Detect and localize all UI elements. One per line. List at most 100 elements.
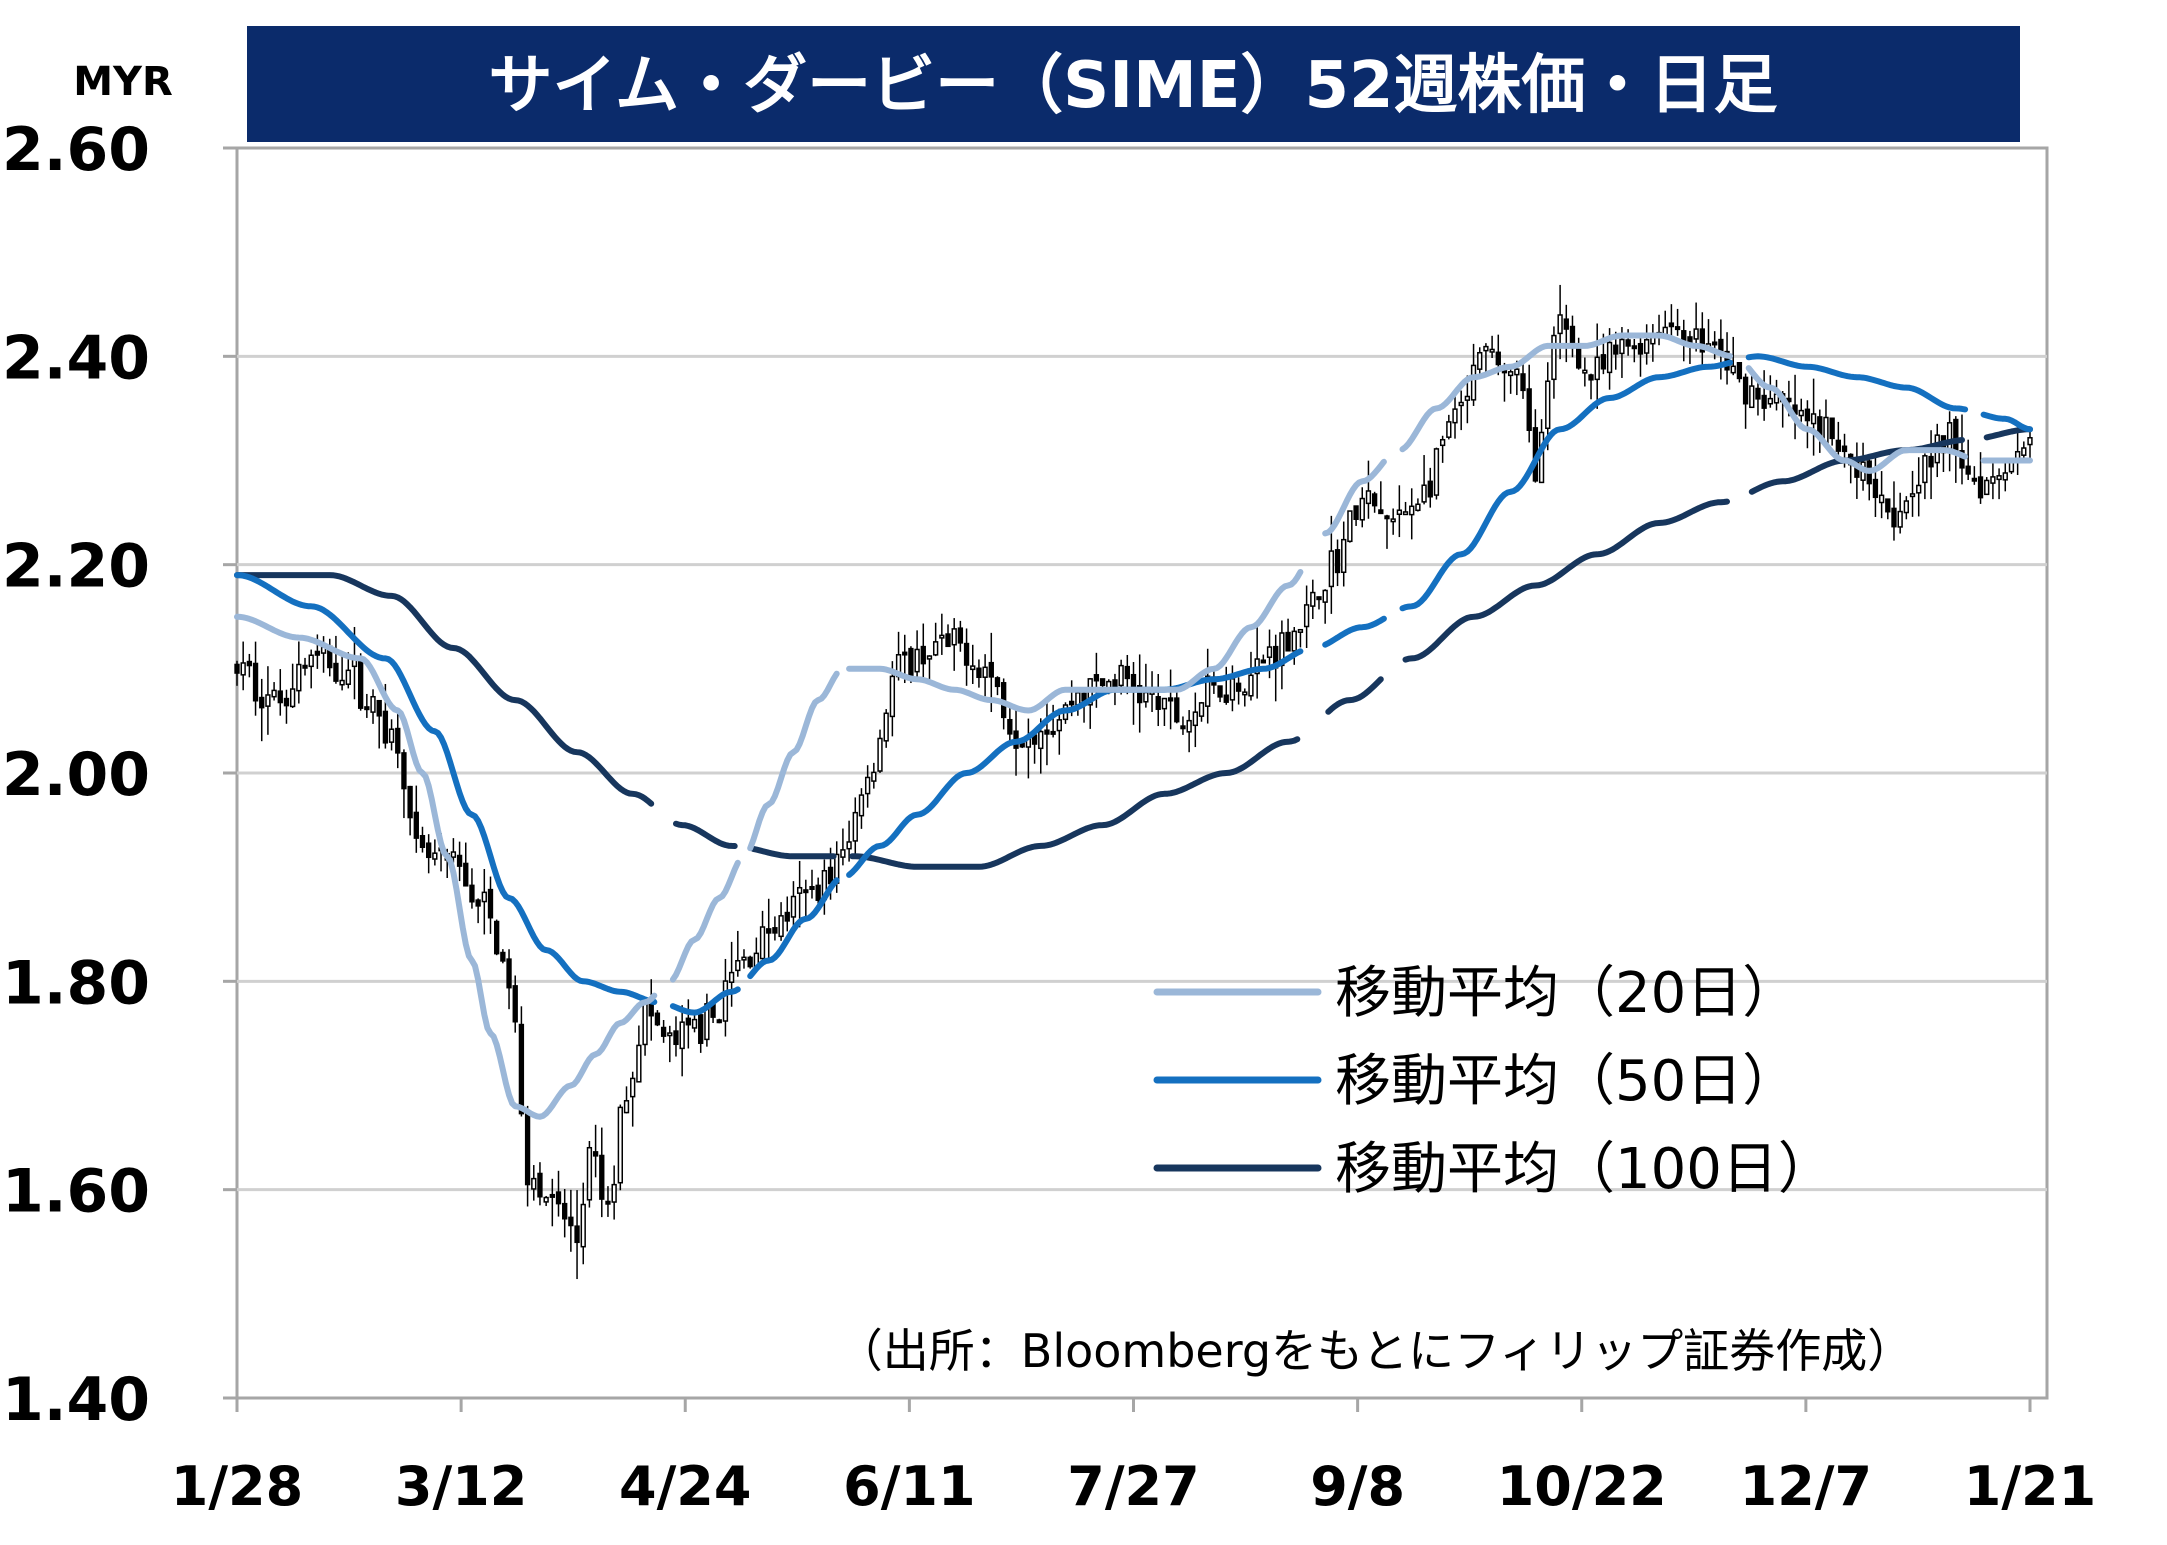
candle-body-down	[1167, 697, 1174, 702]
source-note: （出所：Bloombergをもとにフィリップ証券作成）	[837, 1324, 1913, 1378]
candle-body-down	[1631, 345, 1637, 350]
candle-body-down	[456, 854, 463, 867]
candle-body-up	[1470, 364, 1477, 401]
candle	[858, 788, 865, 829]
candle	[1130, 662, 1137, 725]
candle-body-up	[939, 634, 945, 639]
candle-body-down	[1316, 596, 1322, 601]
candle	[926, 655, 933, 681]
candle	[1736, 362, 1743, 383]
candle	[970, 644, 976, 684]
candle-body-down	[1007, 718, 1013, 735]
candle-body-up	[1229, 678, 1236, 701]
candle	[1965, 439, 1971, 480]
candle-body-up	[1990, 476, 1996, 484]
candle	[1483, 343, 1489, 375]
candle-body-up	[1446, 421, 1452, 438]
candle	[1996, 468, 2002, 500]
candle	[1477, 347, 1483, 379]
candle-body-up	[1557, 314, 1563, 335]
candle-body-up	[1415, 503, 1421, 512]
candle	[1563, 304, 1569, 363]
candle	[747, 955, 753, 969]
candle	[1637, 337, 1644, 377]
candle	[617, 1104, 623, 1191]
candle	[1526, 364, 1532, 443]
candle	[518, 1006, 525, 1117]
candle	[512, 975, 518, 1033]
candle-body-down	[425, 842, 432, 859]
candle	[1205, 648, 1211, 724]
candle	[846, 820, 852, 862]
candle	[2014, 432, 2021, 475]
candle-body-up	[1507, 371, 1514, 377]
candle	[413, 785, 419, 853]
candle	[778, 902, 784, 941]
candle	[728, 941, 735, 1007]
candle-body-down	[1804, 408, 1811, 422]
candle	[1569, 315, 1576, 358]
candle	[2027, 427, 2033, 463]
candle	[698, 1012, 704, 1053]
candle	[524, 1105, 531, 1207]
candle	[500, 949, 506, 964]
candle-body-up	[1619, 338, 1625, 355]
candle	[784, 896, 790, 932]
candle-body-down	[407, 785, 413, 819]
candle	[395, 711, 401, 769]
x-axis-tick-labels: 1/28 3/12 4/24 6/11 7/27 9/8 10/22 12/7 1/21	[171, 1455, 2096, 1518]
candlestick-series	[234, 284, 2033, 1280]
candle	[883, 709, 889, 748]
candle-body-up	[642, 1002, 648, 1046]
candle-body-up	[1297, 628, 1304, 633]
candle-body-up	[611, 1183, 617, 1203]
candle-body-up	[970, 665, 976, 671]
candle-body-up	[840, 849, 846, 858]
candle-body-up	[531, 1177, 537, 1190]
candle	[1137, 654, 1143, 733]
candle	[1823, 399, 1829, 446]
candle	[852, 797, 858, 855]
candle	[1415, 498, 1421, 512]
candle-body-down	[698, 1014, 704, 1044]
candle-body-up	[1767, 397, 1773, 405]
candle-body-down	[1600, 354, 1607, 370]
candle-body-up	[623, 1100, 630, 1114]
candle-body-down	[945, 633, 951, 648]
candle-body-down	[512, 985, 518, 1023]
candle	[419, 826, 426, 853]
x-tick-label: 6/11	[843, 1455, 975, 1518]
candle-body-down	[487, 888, 494, 919]
candle-body-down	[957, 627, 964, 644]
candle	[388, 719, 395, 751]
candle-body-up	[1365, 490, 1372, 505]
legend-label-ma20: 移動平均（20日）	[1335, 961, 1798, 1026]
candle	[1155, 673, 1161, 727]
candle-body-up	[796, 886, 803, 894]
candle-body-up	[1328, 550, 1335, 588]
candle-body-down	[1841, 445, 1848, 453]
candle	[1792, 374, 1798, 440]
candle-body-up	[1909, 493, 1916, 498]
candle-body-up	[1582, 369, 1588, 374]
y-axis-tick-labels: 2.60 2.40 2.20 2.00 1.80 1.60 1.40	[2, 115, 150, 1435]
candle	[549, 1178, 555, 1227]
candle-body-down	[920, 645, 926, 665]
candle	[840, 828, 846, 866]
candle-body-up	[1693, 328, 1699, 340]
candle-body-down	[506, 958, 512, 989]
candle	[704, 993, 710, 1047]
candle	[1674, 308, 1681, 336]
candle-body-down	[1378, 509, 1384, 515]
moving-average-lines	[234, 332, 2033, 1120]
candle-body-up	[1749, 385, 1755, 409]
candle-body-up	[1118, 664, 1124, 687]
candle-body-down	[803, 889, 809, 894]
candle	[1409, 488, 1415, 540]
candle	[283, 689, 290, 724]
candle	[1322, 589, 1328, 624]
candle	[1025, 718, 1032, 779]
candle-body-up	[1916, 484, 1922, 494]
candle	[654, 1010, 661, 1027]
candle-body-up	[1347, 510, 1353, 543]
